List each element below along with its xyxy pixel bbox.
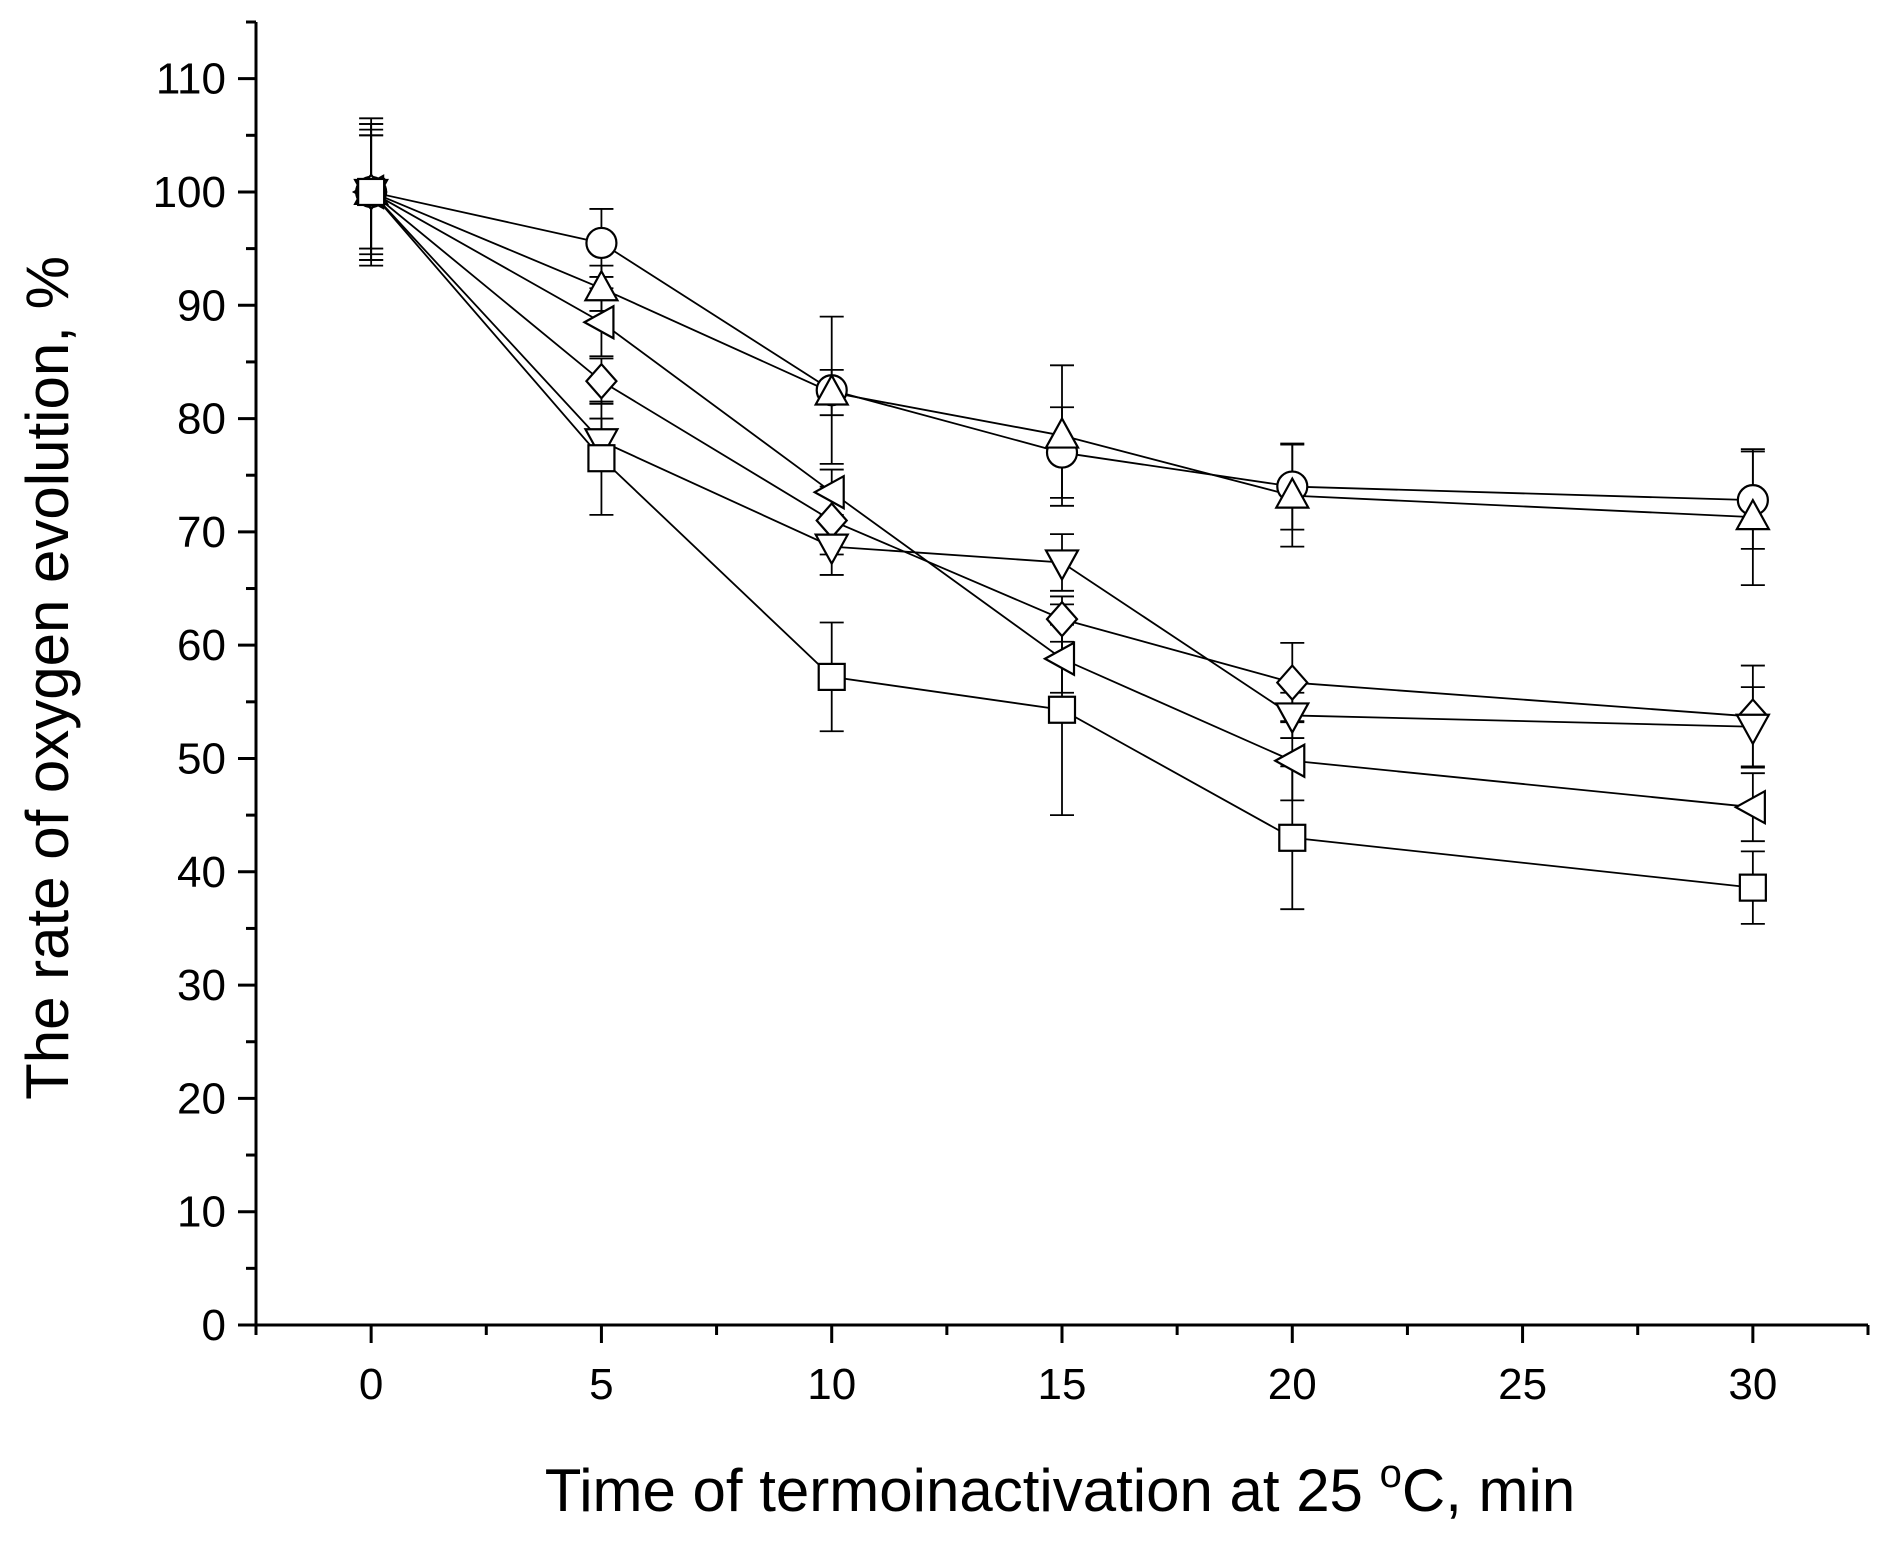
series-line-circle	[370, 191, 1753, 502]
diamond-marker	[1045, 600, 1079, 638]
square-marker	[1047, 695, 1077, 724]
triangle-down-marker	[813, 533, 850, 566]
series-line-diamond	[370, 191, 1753, 718]
x-tick-label: 0	[359, 1360, 383, 1409]
y-tick-label: 80	[177, 395, 226, 444]
y-tick-label: 10	[177, 1188, 226, 1237]
diamond-marker	[1275, 663, 1309, 702]
error-bars	[359, 117, 1765, 925]
series-markers	[351, 172, 1771, 902]
x-tick-label: 10	[807, 1360, 856, 1409]
x-tick-label: 30	[1728, 1360, 1777, 1409]
series-line-triangle-left	[370, 191, 1753, 809]
circle-marker	[585, 226, 618, 260]
y-tick-label: 0	[202, 1301, 226, 1350]
x-tick-label: 20	[1268, 1360, 1317, 1409]
triangle-down-marker	[1734, 713, 1771, 747]
triangle-left-marker	[1733, 789, 1766, 826]
triangle-up-marker	[583, 268, 620, 302]
triangle-left-marker	[1273, 742, 1306, 779]
triangle-down-marker	[1274, 702, 1311, 735]
y-tick-label: 100	[153, 168, 226, 217]
triangle-up-marker	[813, 373, 850, 406]
y-axis-title: The rate of oxygen evolution, %	[14, 256, 81, 1100]
series-line-triangle-up	[370, 191, 1753, 519]
triangle-up-marker	[1044, 416, 1080, 449]
y-tick-label: 50	[177, 734, 226, 783]
y-tick-label: 30	[177, 961, 226, 1010]
x-tick-label: 15	[1038, 1360, 1087, 1409]
y-tick-label: 60	[177, 621, 226, 670]
series-lines	[370, 191, 1753, 889]
triangle-up-marker	[1274, 476, 1311, 509]
square-marker	[1738, 873, 1767, 902]
y-tick-label: 70	[177, 508, 226, 557]
triangle-left-marker	[582, 304, 615, 341]
series-line-square	[370, 191, 1753, 889]
diamond-marker	[584, 362, 618, 400]
triangle-down-marker	[583, 428, 620, 461]
triangle-down-marker	[1044, 549, 1080, 582]
axes: 0 10 20 30 40 50 60 70 80 90 100 110 0 5 10 15 20 25 30	[153, 20, 1870, 1409]
y-tick-label: 20	[177, 1074, 226, 1123]
triangle-left-marker	[1042, 640, 1076, 677]
y-tick-label: 110	[156, 55, 226, 104]
series-line-triangle-down	[370, 191, 1753, 728]
square-marker	[587, 444, 616, 473]
y-tick-label: 40	[177, 848, 226, 897]
triangle-left-marker	[812, 474, 845, 511]
square-marker	[1278, 823, 1307, 852]
x-tick-label: 25	[1498, 1360, 1547, 1409]
x-tick-label: 5	[589, 1360, 613, 1409]
y-tick-label: 90	[177, 281, 226, 330]
square-marker	[817, 662, 846, 691]
triangle-up-marker	[1734, 497, 1771, 531]
square-marker	[357, 177, 386, 207]
x-axis-title: Time of termoinactivation at 25 oC, min	[545, 1452, 1575, 1524]
